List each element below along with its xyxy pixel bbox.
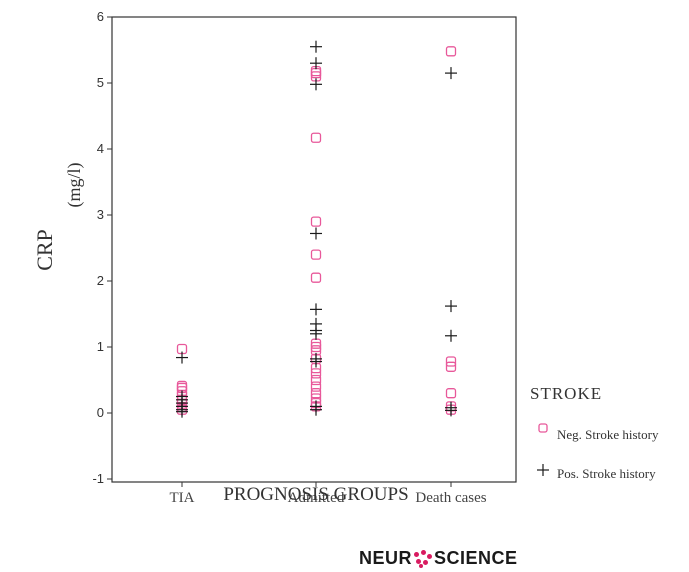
point-neg-stroke-history [310, 132, 322, 143]
y-tick-label: 5 [97, 75, 104, 90]
y-axis: 6 5 4 3 2 1 0 -1 [92, 9, 112, 486]
legend-label-neg: Neg. Stroke history [557, 427, 659, 442]
point-pos-stroke-history [310, 78, 322, 91]
point-neg-stroke-history [310, 216, 322, 227]
y-tick-label: 1 [97, 339, 104, 354]
neuroscience-logo: NEUR SCIENCE [359, 548, 518, 569]
point-pos-stroke-history [445, 329, 457, 342]
point-neg-stroke-history [445, 356, 457, 367]
y-axis-unit: (mg/l) [64, 163, 85, 208]
point-neg-stroke-history [310, 374, 322, 386]
point-pos-stroke-history [176, 405, 188, 418]
point-neg-stroke-history [310, 272, 322, 283]
x-tick-label: Admitted [288, 490, 345, 506]
point-pos-stroke-history [310, 403, 322, 416]
point-pos-stroke-history [176, 351, 188, 364]
legend-label-pos: Pos. Stroke history [557, 466, 656, 481]
point-pos-stroke-history [310, 57, 322, 70]
point-pos-stroke-history [445, 300, 457, 313]
y-tick-label: -1 [92, 471, 104, 486]
data-points [176, 40, 457, 418]
y-tick-label: 3 [97, 207, 104, 222]
legend-title: STROKE [530, 384, 602, 403]
point-neg-stroke-history [445, 388, 457, 399]
point-pos-stroke-history [310, 227, 322, 240]
y-tick-label: 4 [97, 141, 104, 156]
y-tick-label: 0 [97, 405, 104, 420]
point-neg-stroke-history [310, 249, 322, 260]
x-tick-label: Death cases [415, 490, 486, 506]
x-axis: TIA Admitted Death cases [170, 482, 487, 506]
x-tick-label: TIA [170, 490, 195, 506]
point-pos-stroke-history [310, 40, 322, 53]
point-neg-stroke-history [310, 388, 322, 399]
legend: STROKE Neg. Stroke history Pos. Stroke h… [530, 384, 659, 481]
point-pos-stroke-history [445, 404, 457, 417]
logo-dots-icon [413, 549, 433, 568]
point-neg-stroke-history [310, 338, 322, 349]
plot-frame [111, 16, 517, 483]
point-neg-stroke-history [310, 381, 322, 392]
point-neg-stroke-history [310, 341, 322, 353]
y-axis-title: CRP [32, 229, 57, 271]
legend-marker-neg [538, 423, 548, 433]
x-axis-title: PROGNOSIS GROUPS [223, 484, 408, 505]
legend-marker-pos [537, 464, 549, 476]
y-tick-label: 6 [97, 9, 104, 24]
point-pos-stroke-history [310, 355, 322, 368]
logo-text-right: SCIENCE [434, 548, 518, 568]
point-pos-stroke-history [310, 327, 322, 340]
point-neg-stroke-history [445, 361, 457, 372]
point-pos-stroke-history [310, 303, 322, 316]
y-tick-label: 2 [97, 273, 104, 288]
point-pos-stroke-history [445, 67, 457, 80]
logo-text-left: NEUR [359, 548, 413, 568]
point-neg-stroke-history [445, 46, 457, 57]
point-neg-stroke-history [310, 368, 322, 379]
